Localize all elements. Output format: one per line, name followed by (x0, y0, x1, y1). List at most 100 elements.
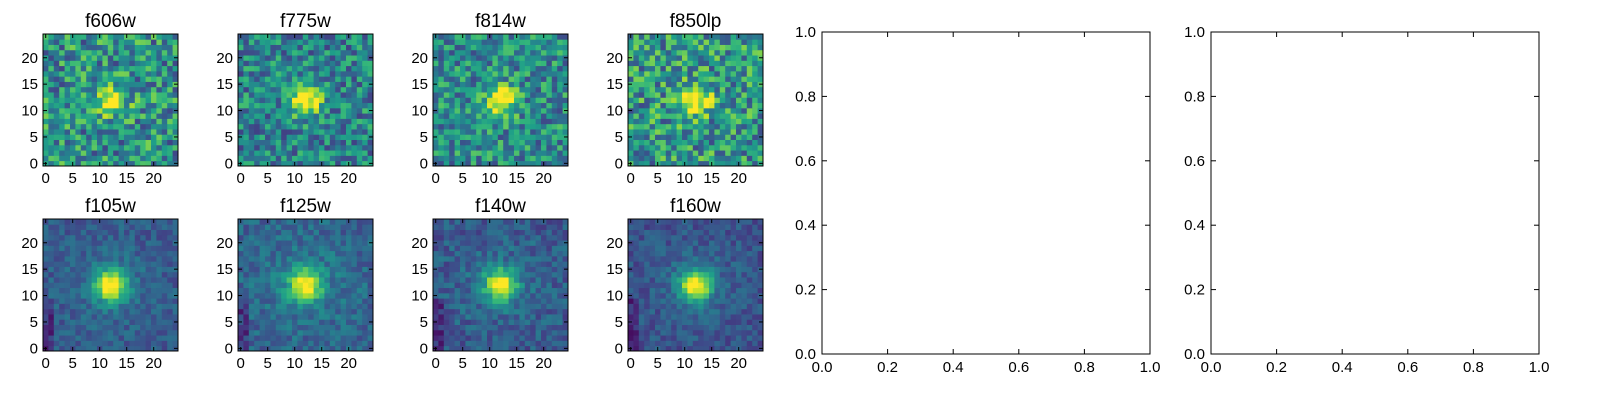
pixel-cell (75, 145, 81, 151)
pixel-cell (238, 224, 244, 230)
pixel-cell (687, 335, 693, 341)
pixel-cell (449, 277, 455, 283)
pixel-cell (65, 288, 71, 294)
pixel-cell (552, 267, 558, 273)
pixel-cell (650, 34, 656, 40)
pixel-cell (156, 108, 162, 114)
pixel-cell (541, 293, 547, 299)
pixel-cell (48, 224, 54, 230)
pixel-cell (270, 325, 276, 331)
pixel-cell (70, 150, 76, 156)
pixel-cell (476, 60, 482, 66)
pixel-cell (75, 129, 81, 135)
pixel-cell (65, 39, 71, 45)
pixel-cell (482, 325, 488, 331)
x-tick-label: 10 (676, 170, 693, 187)
pixel-cell (514, 330, 520, 336)
pixel-cell (449, 108, 455, 114)
pixel-cell (324, 97, 330, 103)
pixel-cell (557, 124, 563, 130)
pixel-cell (682, 267, 688, 273)
pixel-cell (503, 251, 509, 257)
pixel-cell (276, 118, 282, 124)
pixel-cell (335, 124, 341, 130)
pixel-cell (671, 103, 677, 109)
pixel-cell (346, 97, 352, 103)
pixel-cell (503, 256, 509, 262)
pixel-cell (660, 272, 666, 278)
pixel-cell (330, 66, 336, 72)
pixel-cell (752, 145, 758, 151)
pixel-cell (92, 325, 98, 331)
pixel-cell (465, 55, 471, 61)
pixel-cell (81, 325, 87, 331)
pixel-cell (129, 76, 135, 82)
pixel-cell (693, 282, 699, 288)
pixel-cell (129, 55, 135, 61)
pixel-cell (536, 224, 542, 230)
pixel-cell (655, 319, 661, 325)
pixel-cell (265, 50, 271, 56)
pixel-cell (541, 71, 547, 77)
pixel-cell (741, 129, 747, 135)
pixel-cell (444, 319, 450, 325)
pixel-cell (492, 71, 498, 77)
pixel-cell (693, 314, 699, 320)
pixel-cell (129, 303, 135, 309)
pixel-cell (324, 87, 330, 93)
pixel-cell (720, 34, 726, 40)
pixel-cell (249, 124, 255, 130)
pixel-cell (70, 282, 76, 288)
pixel-cell (552, 325, 558, 331)
pixel-cell (438, 82, 444, 88)
pixel-cell (525, 124, 531, 130)
pixel-cell (509, 340, 515, 346)
pixel-cell (308, 145, 314, 151)
pixel-cell (140, 150, 146, 156)
pixel-cell (108, 330, 114, 336)
pixel-cell (687, 87, 693, 93)
pixel-cell (308, 309, 314, 315)
pixel-cell (162, 97, 168, 103)
pixel-cell (146, 272, 152, 278)
pixel-cell (162, 134, 168, 140)
pixel-cell (503, 267, 509, 273)
pixel-cell (70, 66, 76, 72)
pixel-cell (346, 87, 352, 93)
pixel-cell (102, 124, 108, 130)
pixel-cell (276, 267, 282, 273)
pixel-cell (644, 150, 650, 156)
pixel-cell (146, 251, 152, 257)
pixel-cell (108, 140, 114, 146)
pixel-cell (693, 124, 699, 130)
pixel-cell (54, 303, 60, 309)
pixel-cell (650, 277, 656, 283)
pixel-cell (530, 335, 536, 341)
pixel-cell (146, 113, 152, 119)
pixel-cell (140, 66, 146, 72)
pixel-cell (536, 319, 542, 325)
pixel-cell (449, 245, 455, 251)
pixel-cell (498, 303, 504, 309)
pixel-cell (557, 277, 563, 283)
pixel-cell (633, 82, 639, 88)
pixel-cell (557, 272, 563, 278)
pixel-cell (546, 272, 552, 278)
pixel-cell (324, 235, 330, 241)
pixel-cell (460, 76, 466, 82)
pixel-cell (736, 55, 742, 61)
pixel-cell (438, 340, 444, 346)
pixel-cell (525, 319, 531, 325)
pixel-cell (156, 140, 162, 146)
pixel-cell (330, 113, 336, 119)
pixel-cell (119, 113, 125, 119)
pixel-cell (324, 224, 330, 230)
pixel-cell (314, 145, 320, 151)
y-tick-label: 5 (225, 314, 233, 331)
pixel-cell (482, 76, 488, 82)
pixel-cell (276, 155, 282, 161)
pixel-cell (287, 140, 293, 146)
pixel-cell (102, 303, 108, 309)
pixel-cell (335, 267, 341, 273)
